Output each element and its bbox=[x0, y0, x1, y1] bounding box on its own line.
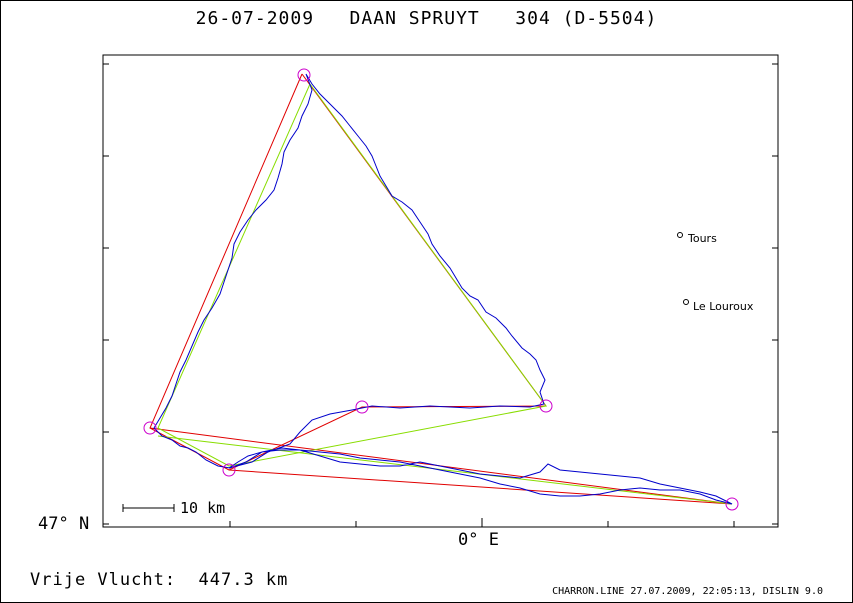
distance-label: Vrije Vlucht: 447.3 km bbox=[30, 570, 289, 590]
place-label-le-louroux: Le Louroux bbox=[693, 300, 754, 313]
task-route-line bbox=[149, 73, 733, 505]
footer-info: CHARRON.LINE 27.07.2009, 22:05:13, DISLI… bbox=[552, 586, 823, 597]
scale-bar-label: 10 km bbox=[180, 499, 225, 517]
place-label-tours: Tours bbox=[687, 232, 717, 245]
gps-track bbox=[153, 73, 733, 505]
place-marker-tours bbox=[677, 232, 683, 238]
scale-bar bbox=[122, 504, 175, 512]
latitude-label: 47° N bbox=[38, 514, 90, 534]
axis-ticks bbox=[103, 63, 778, 527]
longitude-label: 0° E bbox=[458, 530, 499, 550]
plot-frame bbox=[102, 54, 779, 528]
optimized-route-line-2 bbox=[157, 435, 733, 505]
place-marker-le-louroux bbox=[683, 299, 689, 305]
turnpoint-markers bbox=[143, 68, 739, 511]
flight-title: 26-07-2009 DAAN SPRUYT 304 (D-5504) bbox=[195, 8, 658, 29]
